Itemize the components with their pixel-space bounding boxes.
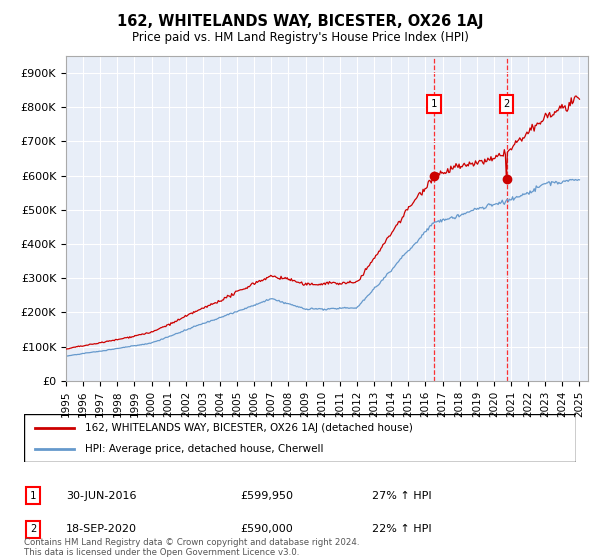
Text: 18-SEP-2020: 18-SEP-2020 [66, 524, 137, 534]
Text: £599,950: £599,950 [240, 491, 293, 501]
Text: 22% ↑ HPI: 22% ↑ HPI [372, 524, 431, 534]
Text: 30-JUN-2016: 30-JUN-2016 [66, 491, 137, 501]
Text: 2: 2 [503, 99, 510, 109]
Text: 27% ↑ HPI: 27% ↑ HPI [372, 491, 431, 501]
Text: 162, WHITELANDS WAY, BICESTER, OX26 1AJ: 162, WHITELANDS WAY, BICESTER, OX26 1AJ [117, 14, 483, 29]
Text: HPI: Average price, detached house, Cherwell: HPI: Average price, detached house, Cher… [85, 444, 323, 454]
Text: £590,000: £590,000 [240, 524, 293, 534]
Text: 162, WHITELANDS WAY, BICESTER, OX26 1AJ (detached house): 162, WHITELANDS WAY, BICESTER, OX26 1AJ … [85, 423, 413, 433]
Text: 1: 1 [30, 491, 36, 501]
Text: Contains HM Land Registry data © Crown copyright and database right 2024.
This d: Contains HM Land Registry data © Crown c… [24, 538, 359, 557]
Text: Price paid vs. HM Land Registry's House Price Index (HPI): Price paid vs. HM Land Registry's House … [131, 31, 469, 44]
Text: 1: 1 [431, 99, 437, 109]
Text: 2: 2 [30, 524, 36, 534]
